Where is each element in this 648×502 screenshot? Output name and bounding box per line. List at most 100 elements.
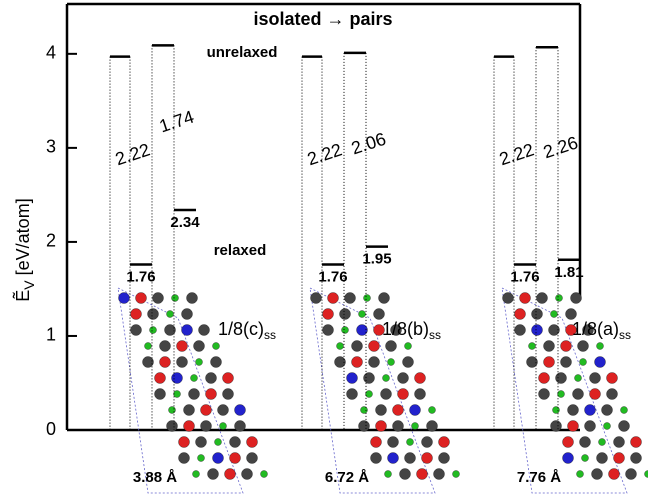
atom	[366, 391, 373, 398]
atom	[131, 309, 142, 320]
atom	[225, 469, 236, 480]
atom	[235, 405, 246, 416]
atom	[352, 357, 363, 368]
atom	[422, 453, 433, 464]
atom	[607, 389, 618, 400]
atom	[179, 437, 190, 448]
group-label-main: 1/8(b)	[382, 319, 429, 339]
y-tick-label: 0	[46, 419, 56, 439]
atom	[388, 359, 395, 366]
atom	[364, 295, 371, 302]
atom	[556, 295, 563, 302]
atom	[369, 357, 380, 368]
atom	[590, 373, 601, 384]
atom	[453, 471, 460, 478]
atom	[602, 405, 613, 416]
distance-label: 6.72 Å	[325, 469, 369, 486]
atom	[561, 357, 572, 368]
y-label-rest: [eV/atom]	[13, 198, 33, 280]
atom	[235, 421, 246, 432]
atom	[376, 421, 387, 432]
y-tick-label: 2	[46, 231, 56, 251]
atom	[590, 389, 601, 400]
atom	[201, 421, 212, 432]
drop-label: 2.22	[113, 139, 153, 169]
atom	[558, 391, 565, 398]
value-label: 1.76	[318, 268, 347, 285]
atom	[364, 373, 375, 384]
atom	[434, 469, 445, 480]
atom	[563, 437, 574, 448]
atom	[153, 293, 164, 304]
atom	[573, 389, 584, 400]
atom	[184, 421, 195, 432]
atom	[172, 295, 179, 302]
atom	[580, 437, 591, 448]
atom	[645, 471, 648, 478]
atom	[439, 453, 450, 464]
y-tick-label: 3	[46, 137, 56, 157]
y-tick-label: 1	[46, 325, 56, 345]
atom	[218, 405, 229, 416]
atom	[184, 405, 195, 416]
atom	[575, 375, 582, 382]
atom	[561, 341, 572, 352]
atom	[211, 357, 222, 368]
atom	[607, 373, 618, 384]
atom	[196, 359, 203, 366]
atom	[515, 309, 526, 320]
atom	[599, 439, 606, 446]
atom	[580, 359, 587, 366]
atom	[206, 373, 217, 384]
atom	[215, 439, 222, 446]
atom	[415, 373, 426, 384]
atom	[223, 373, 234, 384]
atom	[323, 309, 334, 320]
drop-label: 2.06	[349, 129, 389, 159]
atom	[311, 293, 322, 304]
group-label-sub: ss	[619, 328, 631, 342]
atom	[155, 373, 166, 384]
atom	[539, 373, 550, 384]
atom	[410, 405, 421, 416]
atom	[160, 341, 171, 352]
atom	[398, 389, 409, 400]
atom	[198, 455, 205, 462]
atom	[196, 437, 207, 448]
atom	[529, 343, 536, 350]
atom	[619, 421, 630, 432]
distance-label: 3.88 Å	[133, 469, 177, 486]
atom	[631, 453, 642, 464]
atom	[359, 421, 370, 432]
atom	[187, 293, 198, 304]
atom	[169, 407, 176, 414]
atom	[585, 421, 596, 432]
atom	[167, 421, 178, 432]
atom	[177, 357, 188, 368]
atom	[597, 453, 608, 464]
atom	[230, 453, 241, 464]
atom	[213, 453, 224, 464]
atom	[342, 327, 349, 334]
group-label-sub: ss	[429, 328, 441, 342]
atom	[604, 423, 611, 430]
atom	[388, 437, 399, 448]
atom	[379, 293, 390, 304]
atom	[177, 341, 188, 352]
atom	[337, 343, 344, 350]
atom	[568, 405, 579, 416]
atom	[585, 405, 596, 416]
value-label: 1.95	[362, 251, 391, 268]
atom	[393, 421, 404, 432]
atom	[439, 437, 450, 448]
atom	[417, 469, 428, 480]
atom	[150, 327, 157, 334]
atom	[405, 453, 416, 464]
atom	[544, 357, 555, 368]
atom	[578, 341, 589, 352]
atom	[609, 469, 620, 480]
chart: isolated → pairs unrelaxed relaxed ẼV [e…	[0, 0, 648, 502]
atom	[191, 375, 198, 382]
atom	[179, 453, 190, 464]
atom	[340, 309, 351, 320]
